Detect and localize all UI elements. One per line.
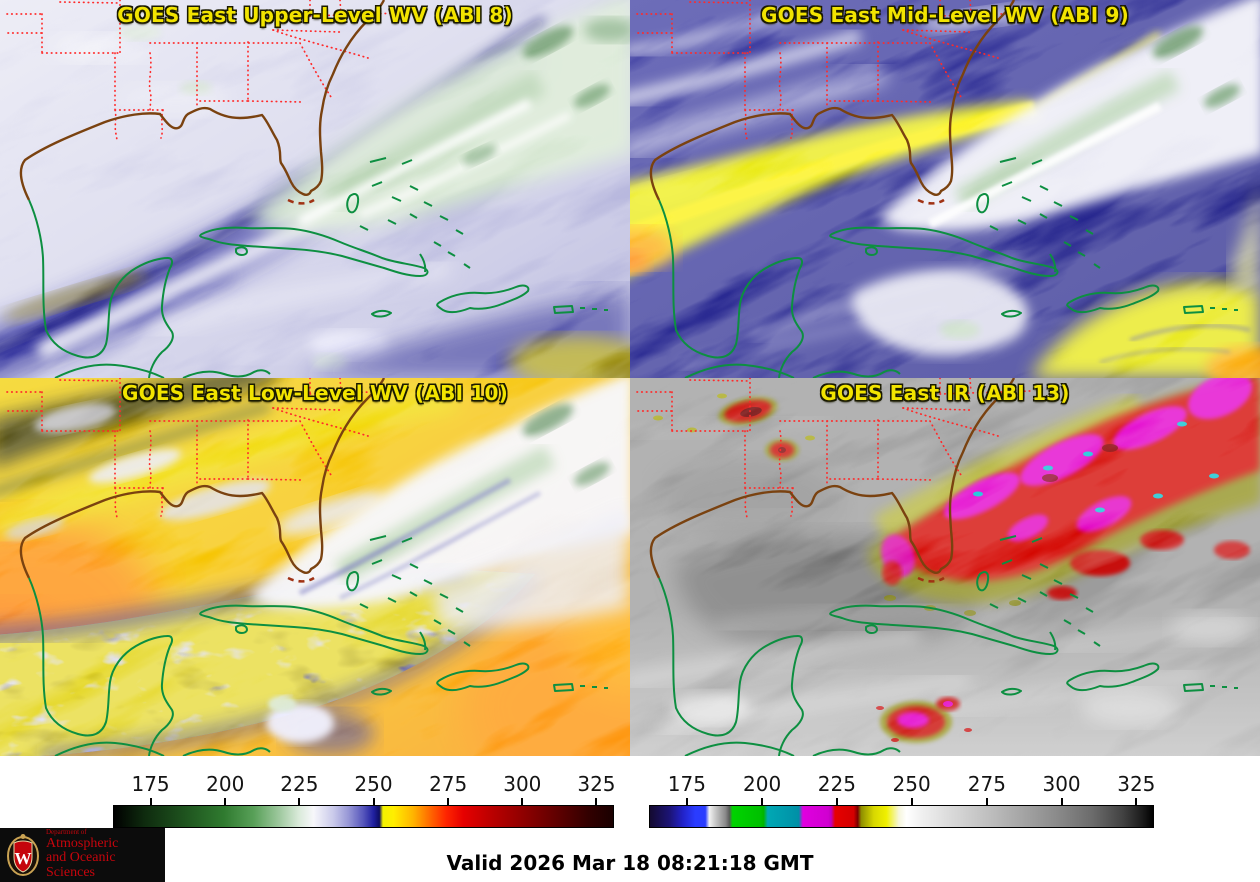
colorbar-tick-label: 275 <box>967 772 1006 796</box>
colorbar-tick <box>149 798 152 805</box>
panel-title: GOES East Low-Level WV (ABI 10) <box>122 381 508 405</box>
colorbar-ir-gradient <box>649 805 1154 828</box>
panel-abi10: GOES East Low-Level WV (ABI 10) <box>0 378 630 756</box>
colorbar-tick <box>595 798 598 805</box>
panel-abi8: GOES East Upper-Level WV (ABI 8) <box>0 0 630 378</box>
colorbar-tick <box>1135 798 1138 805</box>
colorbar-tick-label: 275 <box>429 772 468 796</box>
colorbar-tick <box>447 798 450 805</box>
colorbar-tick <box>910 798 913 805</box>
valid-time-label: Valid 2026 Mar 18 08:21:18 GMT <box>446 851 814 875</box>
colorbar-tick <box>298 798 301 805</box>
colorbar-tick-label: 200 <box>206 772 245 796</box>
panel-abi9: GOES East Mid-Level WV (ABI 9) <box>630 0 1260 378</box>
colorbar-tick-label: 225 <box>280 772 319 796</box>
colorbar-tick <box>985 798 988 805</box>
colorbar-tick <box>835 798 838 805</box>
panel-title: GOES East Upper-Level WV (ABI 8) <box>117 3 513 27</box>
colorbar-tick-label: 250 <box>892 772 931 796</box>
colorbar-tick <box>372 798 375 805</box>
colorbar-tick <box>224 798 227 805</box>
colorbar-tick-label: 175 <box>131 772 170 796</box>
logo-line-oceanic: and Oceanic Sciences <box>46 850 116 881</box>
colorbar-wv-labels: 175 200 225 250 275 300 325 <box>113 772 616 805</box>
colorbar-tick-label: 325 <box>577 772 616 796</box>
colorbar-tick-label: 175 <box>667 772 706 796</box>
colorbar-tick <box>761 798 764 805</box>
panel-title: GOES East Mid-Level WV (ABI 9) <box>761 3 1129 27</box>
colorbar-wv: 175 200 225 250 275 300 325 <box>113 772 616 828</box>
svg-text:W: W <box>15 849 32 868</box>
colorbar-tick <box>1060 798 1063 805</box>
logo-line-atmospheric: Atmospheric <box>46 835 119 851</box>
colorbar-tick-label: 300 <box>503 772 542 796</box>
satellite-image-abi10 <box>0 378 630 756</box>
colorbar-wv-gradient <box>113 805 614 828</box>
colorbar-tick-label: 250 <box>354 772 393 796</box>
uw-crest-icon: W <box>7 834 39 876</box>
colorbar-tick <box>521 798 524 805</box>
satellite-image-abi9 <box>630 0 1260 378</box>
panel-grid: GOES East Upper-Level WV (ABI 8) <box>0 0 1260 756</box>
colorbar-tick-label: 325 <box>1117 772 1156 796</box>
satellite-image-abi8 <box>0 0 630 378</box>
colorbar-ir: 175 200 225 250 275 300 325 <box>649 772 1156 828</box>
colorbar-tick-label: 225 <box>817 772 856 796</box>
panel-title: GOES East IR (ABI 13) <box>820 381 1070 405</box>
uw-aos-logo: W Department of Atmospheric and Oceanic … <box>0 828 165 882</box>
colorbar-tick <box>685 798 688 805</box>
colorbar-tick-label: 300 <box>1042 772 1081 796</box>
colorbar-tick-label: 200 <box>743 772 782 796</box>
colorbar-ir-labels: 175 200 225 250 275 300 325 <box>649 772 1156 805</box>
satellite-image-abi13 <box>630 378 1260 756</box>
logo-department-label: Department of <box>46 828 87 837</box>
panel-abi13: GOES East IR (ABI 13) <box>630 378 1260 756</box>
